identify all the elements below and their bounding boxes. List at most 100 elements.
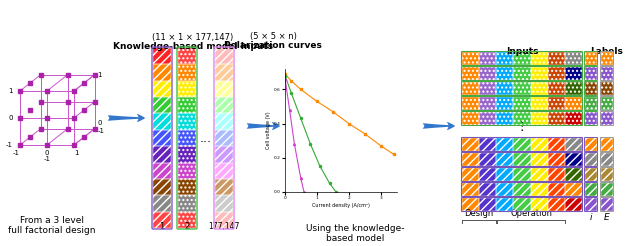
Bar <box>496 138 513 151</box>
Bar <box>153 163 171 179</box>
Bar <box>178 97 196 113</box>
Bar <box>496 67 513 80</box>
Bar <box>548 138 565 151</box>
Bar <box>565 52 582 65</box>
Bar <box>531 168 548 181</box>
Bar <box>153 81 171 97</box>
Bar <box>153 179 171 195</box>
Bar <box>496 153 513 166</box>
Bar <box>565 97 582 110</box>
Bar <box>496 168 513 181</box>
Bar <box>513 67 531 80</box>
Bar <box>531 153 548 166</box>
Bar <box>601 183 613 196</box>
Text: 2: 2 <box>184 222 189 231</box>
Bar <box>601 97 613 110</box>
Bar <box>496 183 513 196</box>
Text: -1: -1 <box>44 156 51 162</box>
Bar <box>153 146 171 163</box>
Bar <box>513 138 531 151</box>
Bar <box>462 183 479 196</box>
Bar <box>215 48 233 64</box>
Bar <box>178 130 196 146</box>
Bar <box>215 163 233 179</box>
Bar <box>215 146 233 163</box>
Bar <box>531 183 548 196</box>
Bar <box>585 97 597 110</box>
Bar <box>479 168 496 181</box>
Bar <box>496 52 513 65</box>
Bar <box>178 130 196 146</box>
Bar <box>479 168 496 181</box>
Bar <box>153 64 171 81</box>
Bar <box>601 168 613 181</box>
Bar <box>153 130 171 146</box>
Text: i: i <box>589 214 592 222</box>
Bar <box>601 112 613 125</box>
Bar <box>548 198 565 211</box>
Bar <box>496 52 513 65</box>
Bar <box>215 146 233 163</box>
Bar <box>513 198 531 211</box>
Bar <box>215 64 233 81</box>
Bar <box>565 67 582 80</box>
Bar <box>496 82 513 95</box>
Bar <box>513 168 531 181</box>
Bar <box>548 52 565 65</box>
Bar <box>531 97 548 110</box>
Bar <box>479 183 496 196</box>
Bar <box>565 112 582 125</box>
Bar <box>496 112 513 125</box>
Bar <box>531 168 548 181</box>
Bar <box>215 130 233 146</box>
Bar <box>585 112 597 125</box>
Bar <box>153 195 171 212</box>
Bar <box>479 97 496 110</box>
Bar <box>601 67 613 80</box>
Bar <box>153 81 171 97</box>
Bar <box>215 97 233 113</box>
Bar <box>565 198 582 211</box>
Bar <box>565 112 582 125</box>
Bar <box>585 138 597 151</box>
Bar <box>215 48 233 64</box>
Bar <box>513 183 531 196</box>
Text: Labels: Labels <box>591 47 623 56</box>
Bar <box>565 67 582 80</box>
Bar <box>153 64 171 81</box>
Bar <box>153 195 171 212</box>
Bar <box>565 97 582 110</box>
Bar <box>565 138 582 151</box>
Bar <box>565 52 582 65</box>
Bar <box>215 97 233 113</box>
Bar <box>462 52 479 65</box>
Bar <box>513 183 531 196</box>
Text: ⋮: ⋮ <box>516 120 528 133</box>
Bar <box>215 212 233 228</box>
Bar <box>531 198 548 211</box>
Bar <box>601 198 613 211</box>
Bar <box>601 153 613 166</box>
Bar <box>601 82 613 95</box>
Bar <box>513 52 531 65</box>
Bar <box>178 113 196 130</box>
Bar <box>178 64 196 81</box>
Bar <box>585 198 597 211</box>
Bar <box>178 212 196 228</box>
Bar <box>462 82 479 95</box>
Bar <box>462 67 479 80</box>
Bar <box>548 168 565 181</box>
Bar <box>513 112 531 125</box>
Bar <box>462 168 479 181</box>
Bar <box>601 153 613 166</box>
Bar <box>479 198 496 211</box>
Bar <box>153 146 171 163</box>
Bar <box>153 212 171 228</box>
Bar <box>513 82 531 95</box>
Bar <box>462 112 479 125</box>
Bar <box>479 97 496 110</box>
Text: Knowledge-based model Inputs: Knowledge-based model Inputs <box>113 42 273 51</box>
Bar <box>548 82 565 95</box>
Bar <box>531 112 548 125</box>
Bar <box>601 67 613 80</box>
